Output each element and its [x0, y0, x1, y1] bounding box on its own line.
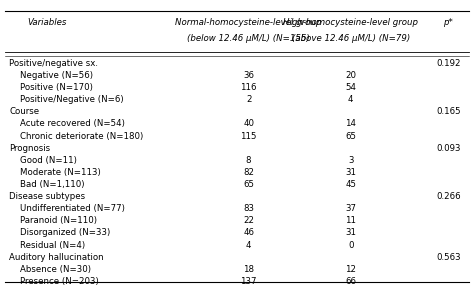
Text: 14: 14: [345, 120, 356, 128]
Text: 65: 65: [345, 132, 356, 141]
Text: 36: 36: [243, 71, 254, 80]
Text: Absence (N=30): Absence (N=30): [9, 265, 91, 274]
Text: 8: 8: [246, 156, 251, 165]
Text: 0.192: 0.192: [436, 59, 461, 68]
Text: Bad (N=1,110): Bad (N=1,110): [9, 180, 85, 189]
Text: Acute recovered (N=54): Acute recovered (N=54): [9, 120, 125, 128]
Text: 2: 2: [246, 95, 251, 104]
Text: Positive/negative sx.: Positive/negative sx.: [9, 59, 99, 68]
Text: 82: 82: [243, 168, 254, 177]
Text: Prognosis: Prognosis: [9, 144, 51, 153]
Text: Negative (N=56): Negative (N=56): [9, 71, 93, 80]
Text: 11: 11: [345, 216, 356, 225]
Text: Positive (N=170): Positive (N=170): [9, 83, 93, 92]
Text: Disease subtypes: Disease subtypes: [9, 192, 85, 201]
Text: 3: 3: [348, 156, 354, 165]
Text: Residual (N=4): Residual (N=4): [9, 240, 85, 249]
Text: 4: 4: [348, 95, 354, 104]
Text: 22: 22: [243, 216, 254, 225]
Text: 31: 31: [345, 228, 356, 237]
Text: Disorganized (N=33): Disorganized (N=33): [9, 228, 110, 237]
Text: Moderate (N=113): Moderate (N=113): [9, 168, 101, 177]
Text: 0.563: 0.563: [436, 253, 461, 262]
Text: 83: 83: [243, 204, 254, 213]
Text: Positive/Negative (N=6): Positive/Negative (N=6): [9, 95, 124, 104]
Text: 0: 0: [348, 240, 354, 249]
Text: 40: 40: [243, 120, 254, 128]
Text: 4: 4: [246, 240, 251, 249]
Text: 31: 31: [345, 168, 356, 177]
Text: 45: 45: [345, 180, 356, 189]
Text: 116: 116: [240, 83, 257, 92]
Text: 18: 18: [243, 265, 254, 274]
Text: 20: 20: [345, 71, 356, 80]
Text: Variables: Variables: [27, 18, 66, 27]
Text: Presence (N=203): Presence (N=203): [9, 277, 99, 286]
Text: High-homocysteine-level group: High-homocysteine-level group: [283, 18, 419, 27]
Text: 137: 137: [240, 277, 257, 286]
Text: 46: 46: [243, 228, 254, 237]
Text: 12: 12: [345, 265, 356, 274]
Text: Chronic deteriorate (N=180): Chronic deteriorate (N=180): [9, 132, 144, 141]
Text: 66: 66: [345, 277, 356, 286]
Text: Course: Course: [9, 107, 39, 116]
Text: Auditory hallucination: Auditory hallucination: [9, 253, 104, 262]
Text: Good (N=11): Good (N=11): [9, 156, 77, 165]
Text: 115: 115: [240, 132, 257, 141]
Text: 0.266: 0.266: [436, 192, 461, 201]
Text: p*: p*: [443, 18, 453, 27]
Text: (above 12.46 μM/L) (N=79): (above 12.46 μM/L) (N=79): [292, 35, 410, 43]
Text: Undifferentiated (N=77): Undifferentiated (N=77): [9, 204, 125, 213]
Text: 65: 65: [243, 180, 254, 189]
Text: Paranoid (N=110): Paranoid (N=110): [9, 216, 97, 225]
Text: 37: 37: [345, 204, 356, 213]
Text: 0.093: 0.093: [436, 144, 461, 153]
Text: Normal-homocysteine-level group: Normal-homocysteine-level group: [175, 18, 322, 27]
Text: (below 12.46 μM/L) (N=155): (below 12.46 μM/L) (N=155): [187, 35, 310, 43]
Text: 54: 54: [345, 83, 356, 92]
Text: 0.165: 0.165: [436, 107, 461, 116]
